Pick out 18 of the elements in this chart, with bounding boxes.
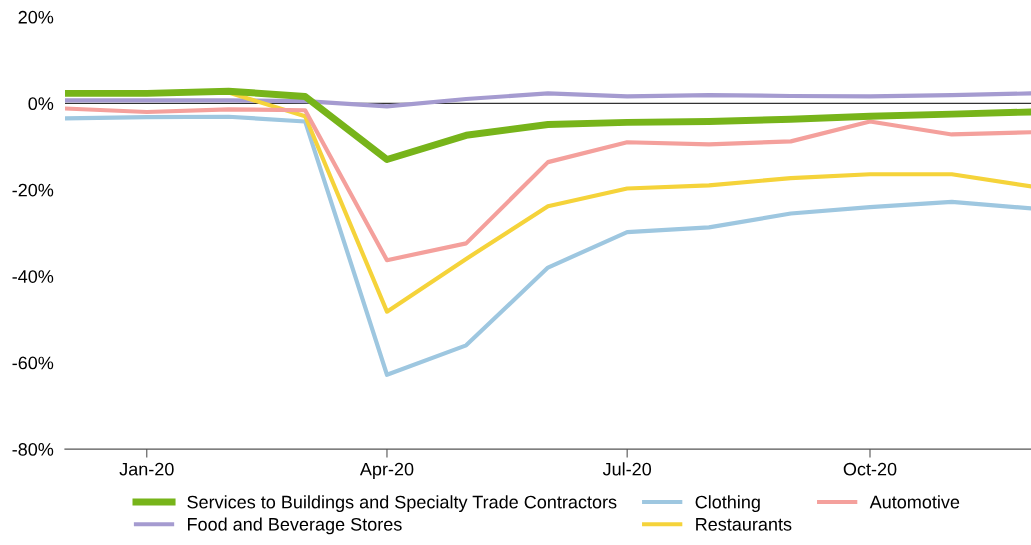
- x-tick-label: Oct-20: [843, 462, 897, 476]
- y-tick-label: 0%: [28, 97, 54, 111]
- y-tick-label: -40%: [12, 270, 54, 283]
- line-series: [64, 106, 1031, 263]
- x-tick-label: Jan-20: [119, 462, 174, 476]
- x-tick-label: Apr-20: [359, 462, 414, 480]
- y-tick-label: 20%: [18, 10, 54, 24]
- legend-label: Restaurants: [696, 518, 792, 531]
- x-tick-label: Jul-20: [602, 462, 652, 476]
- y-tick-label: -20%: [12, 183, 54, 197]
- y-tick-label: -60%: [12, 356, 54, 370]
- line-series: [64, 91, 1031, 109]
- legend-label: Services to Buildings and Specialty Trade Contractors: [187, 495, 617, 513]
- y-tick-label: -80%: [12, 443, 54, 456]
- line-series: [64, 114, 1031, 377]
- legend-label: Clothing: [695, 495, 760, 513]
- legend-label: Automotive: [869, 495, 960, 509]
- legend-label: Food and Beverage Stores: [188, 517, 402, 535]
